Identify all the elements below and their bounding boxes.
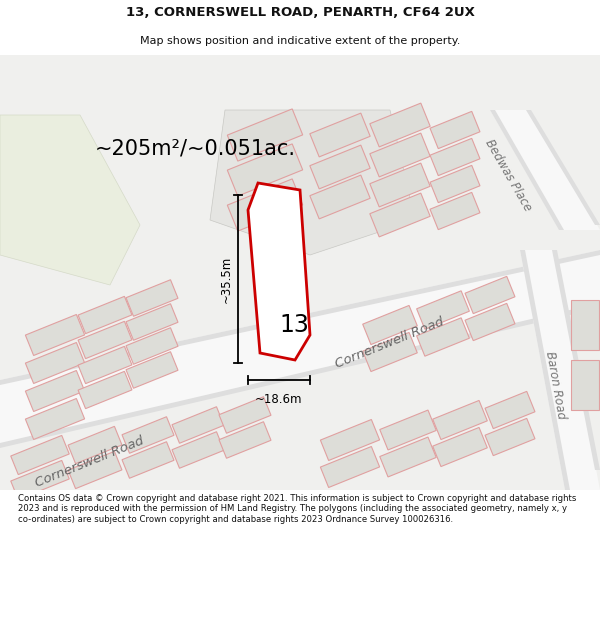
- Polygon shape: [520, 250, 570, 490]
- Polygon shape: [11, 461, 69, 499]
- Polygon shape: [416, 318, 469, 356]
- Polygon shape: [122, 442, 174, 478]
- Polygon shape: [219, 422, 271, 458]
- Text: ~205m²/~0.051ac.: ~205m²/~0.051ac.: [95, 138, 296, 158]
- Polygon shape: [430, 192, 480, 229]
- Polygon shape: [126, 304, 178, 340]
- Polygon shape: [571, 360, 599, 410]
- Polygon shape: [227, 179, 302, 231]
- Polygon shape: [25, 314, 85, 356]
- Polygon shape: [320, 419, 380, 461]
- Polygon shape: [0, 250, 600, 385]
- Polygon shape: [68, 426, 122, 464]
- Polygon shape: [0, 115, 140, 285]
- Polygon shape: [78, 321, 132, 359]
- Polygon shape: [490, 110, 600, 230]
- Text: Map shows position and indicative extent of the property.: Map shows position and indicative extent…: [140, 36, 460, 46]
- Polygon shape: [380, 437, 436, 477]
- Polygon shape: [78, 346, 132, 384]
- Polygon shape: [0, 250, 600, 445]
- Text: Bedwas Place: Bedwas Place: [482, 137, 534, 213]
- Polygon shape: [0, 303, 600, 448]
- Polygon shape: [465, 303, 515, 341]
- Polygon shape: [310, 145, 370, 189]
- Polygon shape: [380, 410, 436, 450]
- Polygon shape: [430, 138, 480, 176]
- Polygon shape: [552, 250, 600, 470]
- Polygon shape: [126, 352, 178, 388]
- Polygon shape: [370, 193, 430, 237]
- Polygon shape: [465, 276, 515, 314]
- Polygon shape: [78, 296, 132, 334]
- Text: 13: 13: [279, 313, 309, 337]
- Text: ~18.6m: ~18.6m: [255, 393, 303, 406]
- Text: ~35.5m: ~35.5m: [220, 256, 233, 302]
- Polygon shape: [370, 163, 430, 207]
- Polygon shape: [227, 109, 302, 161]
- Polygon shape: [227, 144, 302, 196]
- Polygon shape: [416, 291, 469, 329]
- Polygon shape: [172, 432, 224, 468]
- Polygon shape: [485, 391, 535, 429]
- Polygon shape: [11, 436, 69, 474]
- Polygon shape: [370, 103, 430, 147]
- Polygon shape: [320, 446, 380, 488]
- Polygon shape: [210, 110, 415, 255]
- Polygon shape: [310, 175, 370, 219]
- Polygon shape: [430, 111, 480, 149]
- Polygon shape: [571, 300, 599, 350]
- Polygon shape: [170, 110, 600, 375]
- Polygon shape: [520, 250, 600, 490]
- Polygon shape: [526, 110, 600, 225]
- Polygon shape: [25, 399, 85, 439]
- Polygon shape: [433, 428, 487, 467]
- Text: Cornerswell Road: Cornerswell Road: [334, 315, 446, 371]
- Polygon shape: [490, 110, 564, 230]
- Polygon shape: [362, 306, 418, 344]
- Polygon shape: [485, 418, 535, 456]
- Text: Cornerswell Road: Cornerswell Road: [34, 434, 146, 490]
- Polygon shape: [430, 166, 480, 202]
- Polygon shape: [122, 417, 174, 453]
- Polygon shape: [172, 407, 224, 443]
- Polygon shape: [68, 451, 122, 489]
- Polygon shape: [248, 183, 310, 360]
- Polygon shape: [370, 133, 430, 177]
- Polygon shape: [219, 397, 271, 433]
- Polygon shape: [78, 371, 132, 409]
- Polygon shape: [433, 401, 487, 439]
- Polygon shape: [310, 113, 370, 157]
- Text: Contains OS data © Crown copyright and database right 2021. This information is : Contains OS data © Crown copyright and d…: [18, 494, 577, 524]
- Polygon shape: [126, 280, 178, 316]
- Text: 13, CORNERSWELL ROAD, PENARTH, CF64 2UX: 13, CORNERSWELL ROAD, PENARTH, CF64 2UX: [125, 6, 475, 19]
- Polygon shape: [25, 371, 85, 411]
- Polygon shape: [362, 332, 418, 372]
- Polygon shape: [25, 342, 85, 384]
- Text: Baron Road: Baron Road: [542, 350, 568, 420]
- Polygon shape: [126, 328, 178, 364]
